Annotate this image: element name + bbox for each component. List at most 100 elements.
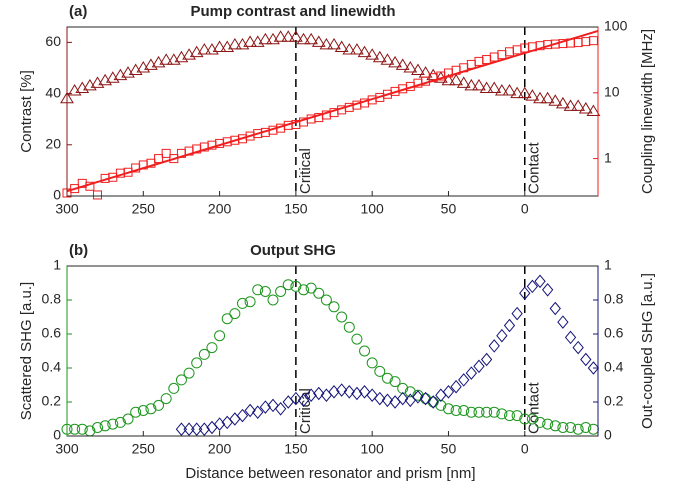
data-point bbox=[458, 373, 470, 387]
chart-title: Pump contrast and linewidth bbox=[190, 3, 395, 20]
y-tick-label: 1 bbox=[53, 257, 61, 273]
data-point bbox=[221, 313, 233, 325]
data-point bbox=[450, 405, 462, 416]
y2-tick-label: 1 bbox=[604, 257, 612, 273]
data-point bbox=[534, 416, 546, 428]
data-point bbox=[137, 405, 149, 416]
data-point bbox=[198, 348, 210, 360]
data-point bbox=[236, 297, 248, 309]
data-point bbox=[212, 40, 227, 52]
data-point bbox=[93, 190, 103, 200]
data-point bbox=[273, 30, 288, 42]
data-point bbox=[69, 423, 81, 435]
data-point bbox=[525, 89, 540, 101]
data-point bbox=[76, 423, 88, 435]
data-point bbox=[578, 101, 593, 114]
x-tick-label: 100 bbox=[360, 441, 384, 457]
data-point bbox=[350, 43, 364, 55]
data-point bbox=[229, 308, 241, 320]
data-point bbox=[563, 99, 578, 111]
data-point bbox=[565, 422, 577, 433]
data-point bbox=[243, 35, 257, 47]
data-point bbox=[404, 386, 416, 398]
data-point bbox=[342, 43, 357, 55]
data-point bbox=[290, 391, 302, 406]
data-point bbox=[374, 391, 386, 406]
data-point bbox=[313, 287, 325, 299]
data-point bbox=[288, 30, 303, 42]
data-point bbox=[526, 279, 539, 294]
data-point bbox=[146, 158, 156, 168]
data-point bbox=[480, 352, 493, 367]
data-point bbox=[357, 45, 372, 58]
data-point bbox=[473, 359, 485, 374]
x-axis-label: Distance between resonator and prism [nm… bbox=[185, 465, 475, 482]
data-point bbox=[130, 406, 142, 418]
y-tick-label: 0 bbox=[53, 427, 61, 443]
data-point bbox=[334, 40, 349, 52]
data-point bbox=[381, 372, 393, 384]
x-tick-label: 150 bbox=[284, 201, 308, 217]
data-point bbox=[479, 81, 494, 93]
data-point bbox=[281, 30, 296, 42]
x-tick-label: 300 bbox=[55, 201, 79, 217]
data-point bbox=[343, 321, 355, 333]
data-point bbox=[487, 81, 502, 93]
x-tick-label: 50 bbox=[441, 201, 457, 217]
data-point bbox=[580, 422, 592, 433]
data-point bbox=[496, 408, 508, 420]
data-point bbox=[488, 406, 500, 418]
y-tick-label: 20 bbox=[45, 135, 61, 151]
data-point bbox=[389, 376, 401, 388]
data-point bbox=[274, 402, 287, 416]
reference-label: Contact bbox=[526, 381, 543, 434]
panel-label: (a) bbox=[69, 3, 87, 20]
data-point bbox=[153, 399, 165, 411]
data-point bbox=[549, 420, 561, 432]
data-point bbox=[122, 413, 134, 425]
data-point bbox=[358, 385, 371, 399]
data-point bbox=[99, 420, 111, 432]
data-point bbox=[366, 388, 378, 402]
data-point bbox=[327, 37, 341, 50]
data-point bbox=[534, 274, 546, 289]
x-tick-label: 0 bbox=[521, 201, 529, 217]
y2-tick-label: 100 bbox=[604, 18, 628, 34]
x-tick-label: 50 bbox=[441, 441, 457, 457]
data-point bbox=[588, 36, 598, 46]
data-point bbox=[313, 386, 325, 401]
data-point bbox=[541, 283, 554, 297]
data-point bbox=[510, 86, 525, 99]
chart-title: Output SHG bbox=[250, 242, 336, 259]
reference-label: Critical bbox=[297, 388, 314, 434]
y2-tick-label: 0.8 bbox=[604, 291, 624, 307]
data-point bbox=[252, 284, 264, 296]
data-point bbox=[442, 403, 454, 415]
y-tick-label: 0 bbox=[53, 187, 61, 203]
y-tick-label: 60 bbox=[45, 33, 61, 49]
x-tick-label: 0 bbox=[521, 441, 529, 457]
data-point bbox=[449, 73, 463, 86]
data-point bbox=[572, 423, 584, 435]
data-point bbox=[556, 96, 570, 109]
data-point bbox=[206, 342, 218, 354]
data-point bbox=[297, 393, 310, 408]
data-point bbox=[92, 422, 104, 433]
data-point bbox=[175, 374, 187, 386]
data-point bbox=[526, 413, 538, 425]
data-point bbox=[496, 328, 508, 343]
data-point bbox=[464, 78, 479, 91]
y2-axis-label: Out-coupled SHG [a.u.] bbox=[639, 273, 656, 429]
data-point bbox=[504, 410, 515, 422]
data-point bbox=[252, 405, 264, 419]
data-point bbox=[244, 296, 256, 308]
data-point bbox=[159, 53, 174, 65]
x-tick-label: 250 bbox=[132, 441, 156, 457]
data-point bbox=[458, 405, 470, 416]
data-point bbox=[540, 91, 555, 104]
panel-label: (b) bbox=[69, 242, 88, 259]
y2-tick-label: 0.4 bbox=[604, 359, 624, 375]
data-point bbox=[517, 86, 532, 99]
data-point bbox=[380, 53, 395, 65]
